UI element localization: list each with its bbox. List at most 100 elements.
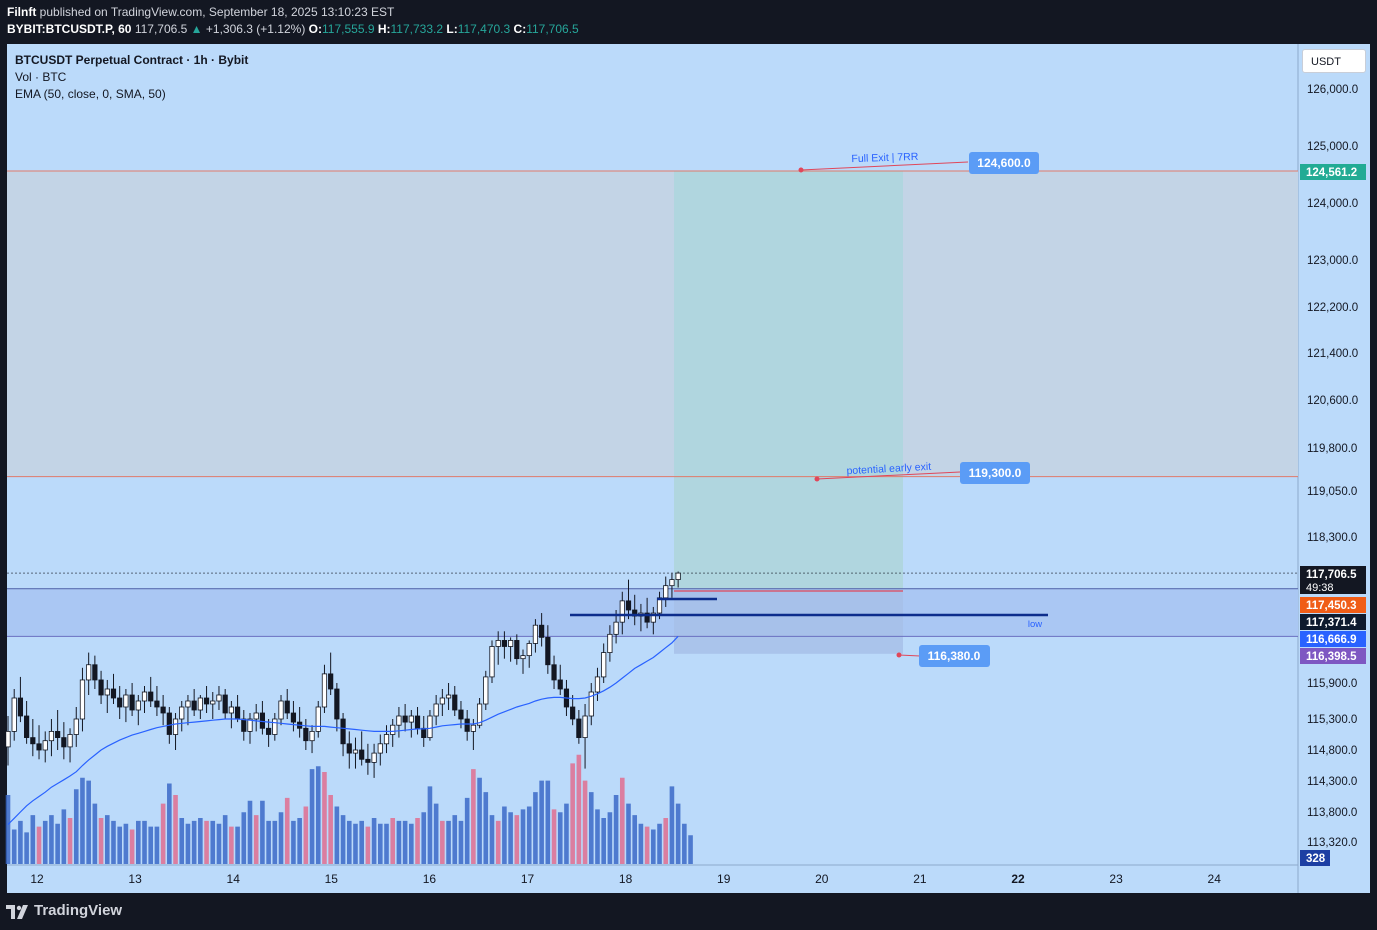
volume-bar — [160, 803, 166, 864]
volume-bar — [86, 780, 91, 864]
candle-bear — [241, 718, 247, 732]
volume-bar — [582, 780, 588, 864]
volume-bar — [104, 815, 110, 864]
price-tick-label: 124,000.0 — [1307, 198, 1358, 210]
low-value: 117,470.3 — [457, 22, 511, 36]
candle-bull — [86, 664, 92, 681]
price-tick-label: 123,000.0 — [1307, 255, 1358, 267]
ema-50-line — [7, 635, 679, 825]
candle-bear — [545, 636, 551, 666]
candle-bull — [476, 703, 483, 726]
price-tick-label: 121,400.0 — [1307, 348, 1358, 360]
volume-bar — [30, 815, 36, 864]
volume-bar — [452, 815, 458, 864]
price-tick-label: 113,800.0 — [1307, 807, 1357, 819]
candle-bear — [414, 715, 421, 729]
candle-bull — [607, 633, 613, 653]
price-axis[interactable]: 126,000.0 125,000.0 124,000.0 123,000.0 122,… — [1300, 84, 1366, 866]
volume-bar — [272, 820, 278, 864]
candle-bear — [570, 706, 576, 720]
volume-bar — [489, 815, 495, 864]
volume-bar — [222, 815, 228, 864]
currency-unit-button[interactable]: USDT — [1302, 49, 1366, 73]
price-tick-label: 113,320.0 — [1307, 837, 1357, 849]
candle-bull — [526, 643, 532, 657]
legend-ema[interactable]: EMA (50, close, 0, SMA, 50) — [15, 87, 166, 101]
volume-bar — [421, 812, 427, 864]
volume-bar — [595, 809, 600, 864]
volume-bar — [409, 823, 414, 864]
candle-bear — [290, 712, 297, 723]
publish-header: Filnft published on TradingView.com, Sep… — [0, 0, 1377, 44]
candle-bear — [36, 743, 42, 751]
candle-bear — [191, 700, 197, 711]
volume-bar — [42, 820, 48, 864]
candle-bear — [110, 688, 117, 699]
volume-bar — [626, 803, 631, 864]
candle-bear — [92, 664, 98, 681]
candle-bull — [613, 621, 619, 635]
open-value: 117,555.9 — [322, 22, 375, 36]
candle-bear — [24, 715, 30, 739]
full-exit-anchor — [798, 167, 804, 173]
full-exit-connector — [800, 161, 969, 171]
change-arrow-icon: ▲ — [190, 22, 203, 36]
volume-bar — [309, 769, 315, 864]
volume-bar — [632, 815, 638, 864]
volume-bar — [402, 820, 408, 864]
legend-volume[interactable]: Vol · BTC — [15, 70, 67, 84]
candle-bear — [576, 718, 582, 739]
time-axis[interactable]: 12 13 14 15 16 17 18 19 20 21 22 23 24 — [30, 872, 1221, 886]
volume-bar — [73, 789, 79, 864]
candle-bear — [334, 688, 340, 720]
volume-bar — [49, 815, 54, 864]
volume-bar — [322, 772, 327, 864]
volume-bar — [229, 826, 234, 864]
stop-anchor — [896, 652, 902, 658]
candle-bull — [650, 612, 656, 623]
time-tick-label: 19 — [717, 872, 731, 886]
volume-bar — [651, 829, 656, 864]
volume-bar — [241, 812, 247, 864]
symbol-interval[interactable]: BYBIT:BTCUSDT.P, 60 — [7, 22, 132, 36]
volume-bar — [253, 815, 259, 864]
volume-bar — [533, 792, 538, 864]
candle-bull — [520, 655, 526, 660]
trade-drawings[interactable]: Full Exit | 7RR 124,600.0 potential early … — [570, 151, 1048, 667]
price-tick-label: 115,900.0 — [1307, 678, 1357, 690]
price-tick-label: 118,300.0 — [1307, 532, 1357, 544]
volume-bar — [520, 809, 526, 864]
early-exit-label: potential early exit — [846, 461, 931, 477]
volume-bar — [61, 809, 67, 864]
legend-title[interactable]: BTCUSDT Perpetual Contract · 1h · Bybit — [15, 53, 249, 67]
candle-bear — [234, 706, 241, 720]
volume-bar — [557, 812, 563, 864]
candle-bull — [439, 697, 445, 705]
volume-bar — [204, 820, 209, 864]
candle-bear — [539, 624, 545, 638]
position-target-area — [674, 171, 903, 589]
volume-bar — [123, 823, 129, 864]
candle-bear — [644, 612, 650, 623]
candle-bull — [315, 706, 321, 732]
candle-bear — [55, 731, 61, 739]
full-exit-label: Full Exit | 7RR — [851, 151, 919, 165]
early-exit-price: 119,300.0 — [969, 466, 1022, 480]
author-name[interactable]: Filnft — [7, 5, 37, 19]
volume-bar — [495, 820, 501, 864]
volume-bar — [390, 818, 396, 864]
volume-bar — [315, 766, 321, 864]
volume-bars — [5, 754, 693, 864]
candle-bear — [160, 706, 166, 714]
candle-bear — [452, 694, 458, 711]
volume-bar — [117, 826, 122, 864]
candle-bear — [148, 691, 154, 702]
stop-connector — [898, 654, 921, 657]
volume-bar — [576, 754, 582, 864]
candle-bull — [383, 734, 390, 745]
candle-bull — [532, 624, 539, 644]
volume-bar — [11, 829, 17, 864]
publish-info: published on TradingView.com, September … — [39, 5, 395, 19]
candle-bear — [365, 758, 371, 763]
